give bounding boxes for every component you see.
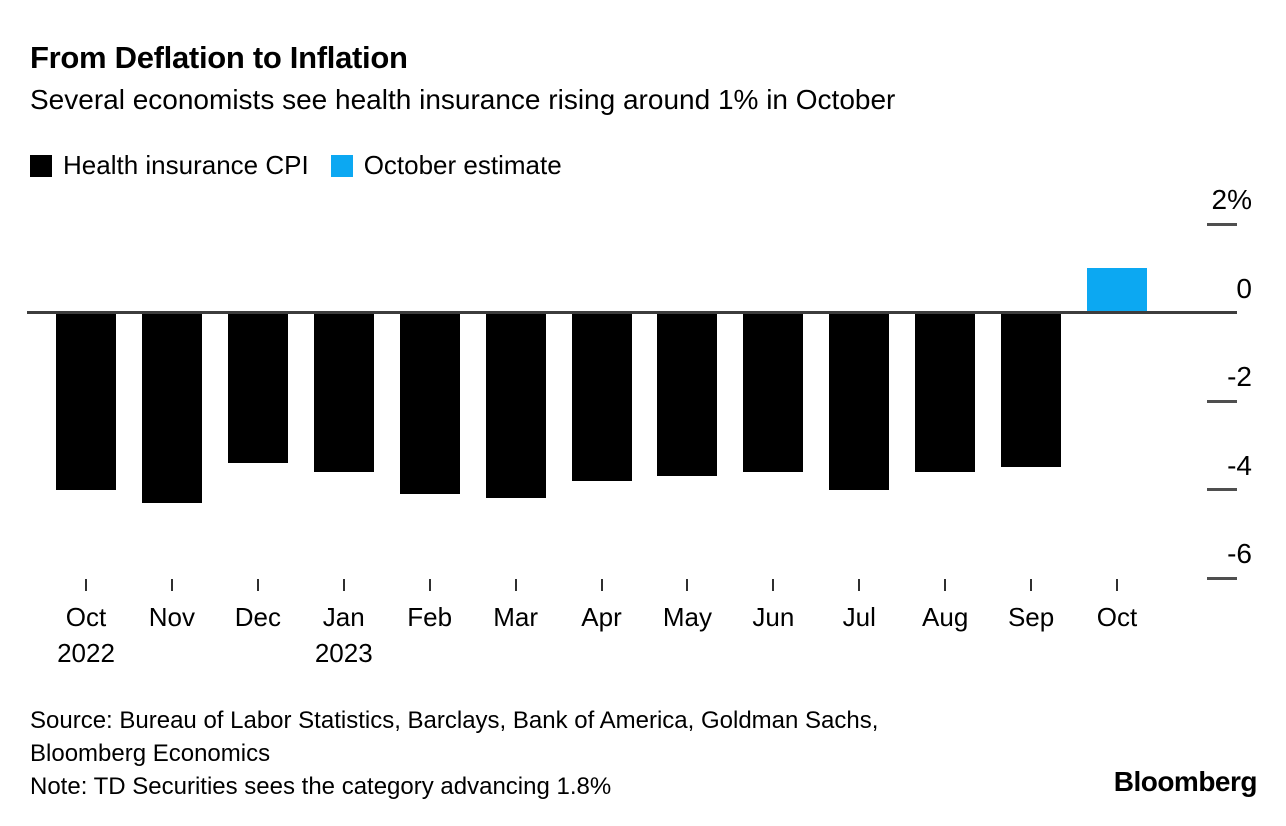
source-line-2: Bloomberg Economics bbox=[30, 740, 271, 767]
x-label-oct-2022: Oct bbox=[65, 602, 107, 632]
source-line-1: Source: Bureau of Labor Statistics, Barc… bbox=[30, 707, 879, 734]
y-label-0: 0 bbox=[1236, 272, 1252, 304]
bar-feb bbox=[399, 312, 460, 494]
x-tick-jun bbox=[772, 579, 775, 591]
x-tick-aug bbox=[944, 579, 947, 591]
chart-title: From Deflation to Inflation bbox=[30, 40, 408, 75]
x-label-may: May bbox=[662, 602, 712, 632]
x-year-label-2023: 2023 bbox=[314, 638, 373, 668]
bar-jun bbox=[743, 312, 804, 472]
x-label-dec: Dec bbox=[234, 602, 281, 632]
x-tick-may bbox=[686, 579, 689, 591]
bar-oct bbox=[1087, 268, 1148, 313]
x-tick-apr bbox=[600, 579, 603, 591]
source-text: Source: Bureau of Labor Statistics, Barc… bbox=[30, 704, 878, 770]
y-label--2: -2 bbox=[1227, 361, 1252, 392]
x-tick-oct-2022 bbox=[85, 579, 87, 591]
legend-item-october-estimate: October estimate bbox=[330, 150, 562, 181]
bar-nov bbox=[141, 312, 202, 503]
x-tick-sep bbox=[1030, 579, 1033, 591]
y-tick-2- bbox=[1207, 222, 1237, 226]
legend-swatch-blue-icon bbox=[330, 154, 353, 177]
x-tick-nov bbox=[170, 579, 173, 591]
zero-axis-line bbox=[27, 311, 1237, 314]
x-label-sep: Sep bbox=[1007, 602, 1055, 632]
bar-aug bbox=[915, 312, 976, 472]
x-label-jun: Jun bbox=[752, 602, 795, 632]
bar-mar bbox=[485, 312, 546, 499]
bar-apr bbox=[571, 312, 632, 481]
y-label--6: -6 bbox=[1227, 538, 1252, 569]
bar-dec bbox=[227, 312, 288, 463]
legend-item-health-insurance-cpi: Health insurance CPI bbox=[30, 150, 309, 181]
y-label-2-: 2% bbox=[1211, 184, 1252, 215]
y-tick--6 bbox=[1207, 576, 1237, 580]
legend-label-october-estimate: October estimate bbox=[363, 150, 562, 180]
x-tick-dec bbox=[256, 579, 259, 591]
x-label-mar: Mar bbox=[493, 602, 538, 632]
y-label--4: -4 bbox=[1227, 449, 1252, 481]
x-label-jul: Jul bbox=[842, 602, 876, 632]
bloomberg-logo: Bloomberg bbox=[1113, 766, 1258, 797]
x-tick-oct bbox=[1116, 579, 1119, 591]
y-tick--2 bbox=[1207, 399, 1237, 403]
legend-swatch-black-icon bbox=[30, 154, 52, 177]
x-label-feb: Feb bbox=[407, 602, 453, 632]
bar-jul bbox=[829, 312, 890, 490]
x-label-nov: Nov bbox=[148, 602, 196, 632]
bar-oct-2022 bbox=[56, 312, 116, 490]
y-tick--4 bbox=[1207, 488, 1237, 491]
x-tick-jan-2023 bbox=[342, 579, 345, 591]
x-tick-mar bbox=[514, 579, 517, 591]
bar-sep bbox=[1001, 312, 1062, 468]
x-label-aug: Aug bbox=[922, 602, 969, 632]
bar-jan-2023 bbox=[313, 312, 374, 472]
x-label-apr: Apr bbox=[581, 602, 622, 632]
bar-may bbox=[657, 312, 718, 477]
x-label-jan-2023: Jan bbox=[322, 602, 365, 632]
x-label-oct: Oct bbox=[1096, 602, 1138, 632]
x-tick-feb bbox=[428, 579, 431, 591]
note-text: Note: TD Securities sees the category ad… bbox=[30, 773, 612, 800]
legend-label-health-insurance-cpi: Health insurance CPI bbox=[63, 150, 309, 180]
x-tick-jul bbox=[858, 579, 861, 591]
x-year-label-2022: 2022 bbox=[57, 638, 115, 668]
legend: Health insurance CPI October estimate bbox=[30, 150, 562, 181]
chart-subtitle: Several economists see health insurance … bbox=[30, 84, 896, 115]
